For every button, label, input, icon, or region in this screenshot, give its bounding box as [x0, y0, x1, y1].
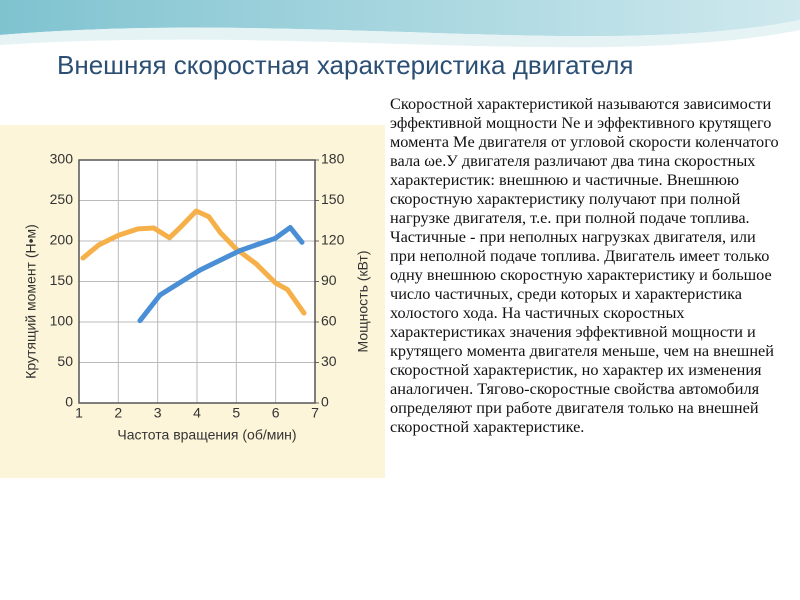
y2-tick-label: 150 [321, 191, 345, 207]
x-tick-label: 3 [154, 405, 162, 421]
y-tick-label: 100 [50, 313, 74, 329]
y2-axis-label: Мощность (кВт) [355, 251, 371, 353]
x-tick-label: 4 [193, 405, 201, 421]
slide-title: Внешняя скоростная характеристика двигат… [57, 50, 634, 80]
header-wave [0, 0, 800, 37]
x-tick-label: 2 [114, 405, 122, 421]
y2-tick-label: 120 [321, 232, 345, 248]
y2-tick-label: 60 [321, 313, 337, 329]
x-tick-label: 7 [311, 405, 319, 421]
data-line [137, 225, 305, 324]
y2-tick-label: 180 [321, 151, 345, 167]
x-tick-label: 1 [75, 405, 83, 421]
plot-frame [78, 159, 316, 404]
x-tick-label: 6 [272, 405, 280, 421]
y2-tick-label: 30 [321, 353, 337, 369]
y-tick-label: 200 [50, 232, 74, 248]
data-line [80, 208, 307, 316]
slide-text: Скоростной характеристикой называются за… [390, 94, 779, 436]
x-tick-label: 5 [232, 405, 240, 421]
header-wave [0, 20, 800, 48]
y-tick-label: 250 [50, 191, 74, 207]
y-tick-label: 300 [50, 151, 74, 167]
y-tick-label: 50 [57, 353, 73, 369]
y-tick-label: 0 [65, 394, 73, 410]
y-axis-label: Крутящий момент (Н•м) [23, 224, 39, 379]
y2-tick-label: 0 [321, 394, 329, 410]
y2-tick-label: 90 [321, 272, 337, 288]
y-tick-label: 150 [50, 272, 74, 288]
x-axis-label: Частота вращения (об/мин) [117, 427, 296, 443]
